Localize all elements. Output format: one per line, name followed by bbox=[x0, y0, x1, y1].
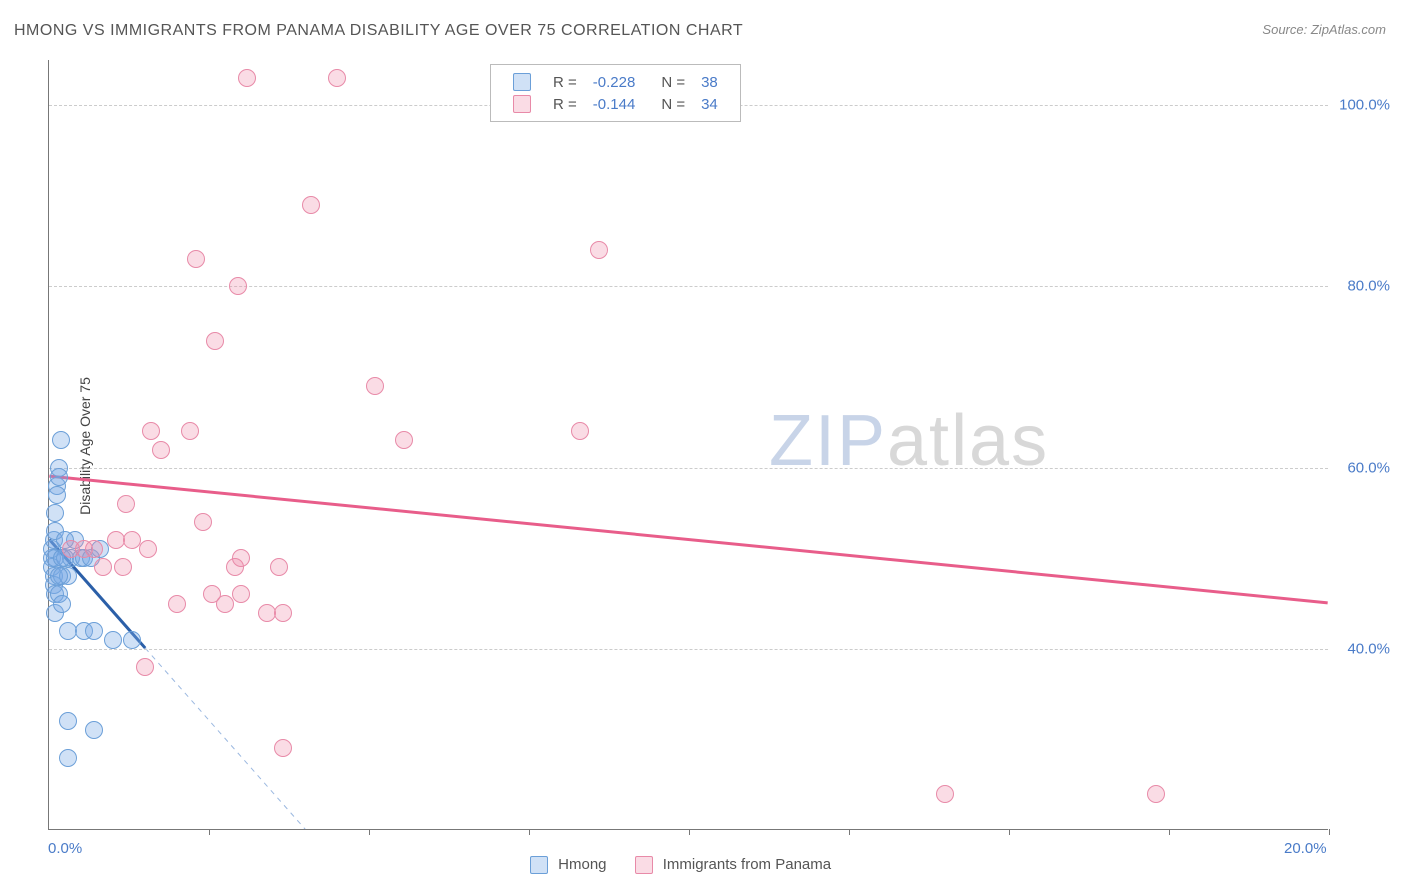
y-tick-label: 60.0% bbox=[1347, 459, 1390, 476]
panama-point bbox=[181, 422, 199, 440]
hmong-point bbox=[104, 631, 122, 649]
x-tick bbox=[849, 829, 850, 835]
panama-swatch bbox=[513, 95, 531, 113]
panama-point bbox=[936, 785, 954, 803]
legend-label: Immigrants from Panama bbox=[663, 856, 831, 873]
y-tick-label: 40.0% bbox=[1347, 640, 1390, 657]
panama-point bbox=[366, 377, 384, 395]
panama-point bbox=[302, 196, 320, 214]
panama-point bbox=[590, 241, 608, 259]
panama-point bbox=[1147, 785, 1165, 803]
panama-regression-line bbox=[49, 476, 1327, 603]
hmong-point bbox=[53, 595, 71, 613]
legend-swatch bbox=[530, 856, 548, 874]
hmong-point bbox=[123, 631, 141, 649]
hmong-point bbox=[59, 712, 77, 730]
n-label: N = bbox=[643, 93, 693, 115]
panama-point bbox=[216, 595, 234, 613]
legend-row-panama: R =-0.144N =34 bbox=[505, 93, 726, 115]
panama-point bbox=[232, 585, 250, 603]
panama-point bbox=[114, 558, 132, 576]
x-tick bbox=[1329, 829, 1330, 835]
panama-point bbox=[139, 540, 157, 558]
hmong-point bbox=[59, 749, 77, 767]
panama-point bbox=[117, 495, 135, 513]
y-tick-label: 100.0% bbox=[1339, 97, 1390, 114]
gridline-horizontal bbox=[49, 468, 1328, 469]
panama-point bbox=[328, 69, 346, 87]
panama-point bbox=[168, 595, 186, 613]
watermark-zip: ZIP bbox=[769, 401, 887, 481]
hmong-point bbox=[85, 622, 103, 640]
legend-swatch bbox=[635, 856, 653, 874]
panama-point bbox=[94, 558, 112, 576]
r-label: R = bbox=[545, 93, 585, 115]
n-value: 34 bbox=[693, 93, 726, 115]
panama-point bbox=[142, 422, 160, 440]
x-tick bbox=[1009, 829, 1010, 835]
panama-point bbox=[206, 332, 224, 350]
y-tick-label: 80.0% bbox=[1347, 278, 1390, 295]
panama-point bbox=[274, 604, 292, 622]
watermark-atlas: atlas bbox=[887, 401, 1049, 481]
legend-row-hmong: R =-0.228N =38 bbox=[505, 71, 726, 93]
panama-point bbox=[395, 431, 413, 449]
n-value: 38 bbox=[693, 71, 726, 93]
x-tick bbox=[369, 829, 370, 835]
r-value: -0.228 bbox=[585, 71, 644, 93]
panama-point bbox=[85, 540, 103, 558]
x-tick-label: 20.0% bbox=[1284, 840, 1327, 857]
panama-point bbox=[152, 441, 170, 459]
hmong-point bbox=[48, 486, 66, 504]
x-tick bbox=[689, 829, 690, 835]
hmong-point bbox=[52, 431, 70, 449]
hmong-point bbox=[50, 468, 68, 486]
hmong-swatch bbox=[513, 73, 531, 91]
panama-point bbox=[229, 277, 247, 295]
x-tick bbox=[209, 829, 210, 835]
legend-label: Hmong bbox=[558, 856, 606, 873]
series-legend: Hmong Immigrants from Panama bbox=[530, 856, 859, 874]
x-tick bbox=[529, 829, 530, 835]
hmong-point bbox=[85, 721, 103, 739]
hmong-point bbox=[46, 504, 64, 522]
panama-point bbox=[232, 549, 250, 567]
panama-point bbox=[571, 422, 589, 440]
panama-point bbox=[187, 250, 205, 268]
watermark: ZIPatlas bbox=[769, 400, 1049, 482]
chart-title: HMONG VS IMMIGRANTS FROM PANAMA DISABILI… bbox=[14, 22, 743, 40]
n-label: N = bbox=[643, 71, 693, 93]
gridline-horizontal bbox=[49, 649, 1328, 650]
regression-lines bbox=[49, 60, 1328, 829]
x-tick bbox=[1169, 829, 1170, 835]
panama-point bbox=[194, 513, 212, 531]
source-label: Source: bbox=[1262, 22, 1307, 37]
panama-point bbox=[136, 658, 154, 676]
hmong-point bbox=[50, 567, 68, 585]
legend-item: Immigrants from Panama bbox=[635, 856, 832, 874]
hmong-regression-extension bbox=[145, 648, 369, 829]
r-value: -0.144 bbox=[585, 93, 644, 115]
legend-item: Hmong bbox=[530, 856, 607, 874]
source-attribution: Source: ZipAtlas.com bbox=[1262, 22, 1386, 37]
correlation-legend: R =-0.228N =38R =-0.144N =34 bbox=[490, 64, 741, 122]
panama-point bbox=[274, 739, 292, 757]
panama-point bbox=[270, 558, 288, 576]
plot-area: ZIPatlas bbox=[48, 60, 1328, 830]
source-link[interactable]: ZipAtlas.com bbox=[1311, 22, 1386, 37]
x-tick-label: 0.0% bbox=[48, 840, 82, 857]
panama-point bbox=[238, 69, 256, 87]
r-label: R = bbox=[545, 71, 585, 93]
